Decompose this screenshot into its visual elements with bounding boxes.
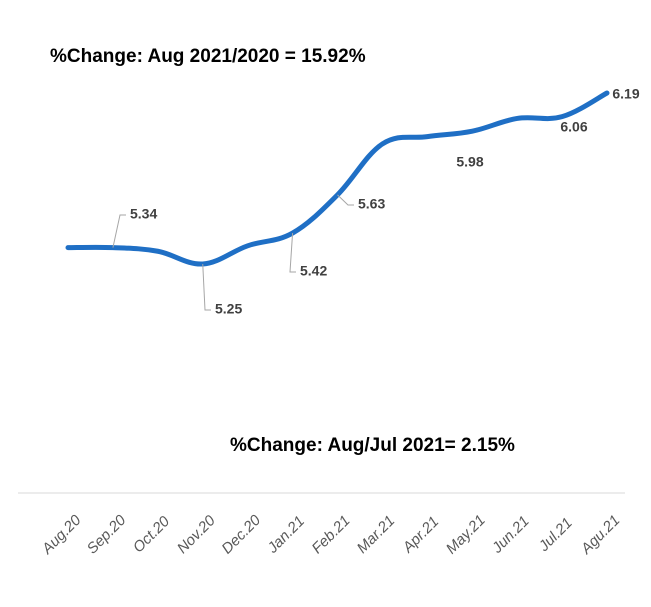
data-label: 5.98 xyxy=(456,154,483,170)
x-tick-label: Nov.20 xyxy=(174,512,219,557)
x-tick-label: Feb.21 xyxy=(309,512,354,557)
data-label: 6.06 xyxy=(560,119,587,135)
line xyxy=(65,90,610,267)
x-tick-label: May.21 xyxy=(443,512,489,558)
data-label: 6.19 xyxy=(612,86,639,102)
x-tick-label: Aug.20 xyxy=(38,511,85,558)
annotation: %Change: Aug/Jul 2021= 2.15% xyxy=(230,435,515,456)
x-tick-label: Mar.21 xyxy=(354,512,399,557)
x-tick-label: Jun.21 xyxy=(488,513,533,558)
x-tick-label: Jan.21 xyxy=(264,513,309,558)
x-tick-label: Sep.20 xyxy=(84,511,130,557)
x-tick-label: Oct.20 xyxy=(130,513,174,557)
data-label: 5.34 xyxy=(130,206,157,222)
leader-line xyxy=(337,194,354,206)
chart-title: %Change: Aug 2021/2020 = 15.92% xyxy=(50,46,366,67)
leader-line xyxy=(202,263,211,311)
x-tick-label: Dec.20 xyxy=(218,511,264,557)
data-label: 5.25 xyxy=(215,301,242,317)
data-label: 5.42 xyxy=(300,263,327,279)
data-label: 5.63 xyxy=(358,196,385,212)
x-tick-label: Agu.21 xyxy=(577,512,623,558)
leader-line xyxy=(289,233,296,273)
leader-line xyxy=(112,214,126,248)
x-tick-label: Apr.21 xyxy=(399,513,443,557)
x-tick-label: Jul.21 xyxy=(535,514,576,555)
